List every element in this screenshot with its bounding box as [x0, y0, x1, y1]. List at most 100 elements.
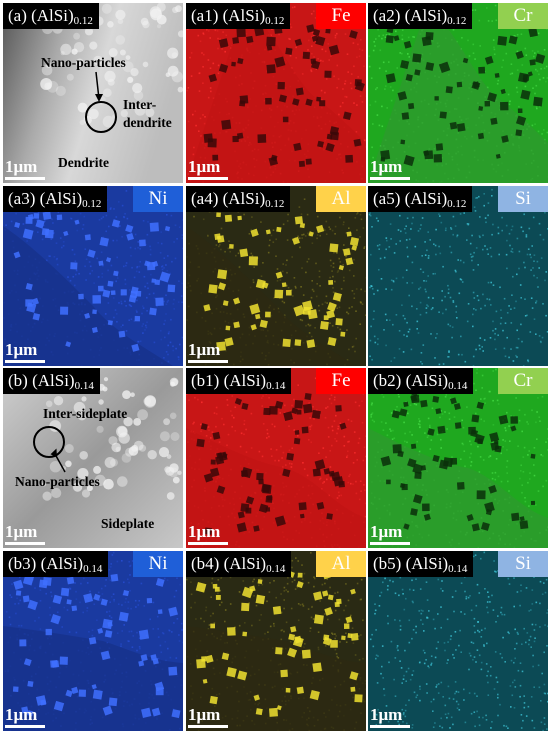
panel-a: (a) (AlSi)0.12 1μm Nano-particles Inter-den… — [3, 3, 183, 183]
panel-label-subscript: 0.12 — [265, 15, 285, 27]
panel-label: (b4) (AlSi)0.14 — [186, 551, 292, 577]
scale-bar-line — [370, 542, 410, 545]
micrograph-b — [3, 368, 183, 548]
panel-label-subscript: 0.14 — [266, 563, 286, 575]
scale-bar-label: 1μm — [370, 157, 403, 176]
annotation-nano-particles-a: Nano-particles — [41, 55, 126, 70]
scale-bar-line — [5, 177, 45, 180]
annotation-inter-a2: dendrite — [123, 115, 172, 130]
micrograph-a3 — [3, 186, 183, 366]
scale-bar-line — [370, 725, 410, 728]
scale-bar-line — [188, 177, 228, 180]
element-tag-fe: Fe — [316, 368, 366, 394]
panel-label: (b) (AlSi)0.14 — [3, 368, 100, 394]
scale-bar-label: 1μm — [5, 705, 38, 724]
panel-label-text: (b4) (AlSi) — [191, 554, 267, 573]
panel-label-subscript: 0.12 — [447, 15, 467, 27]
element-tag-al: Al — [316, 551, 366, 577]
scale-bar-label: 1μm — [370, 522, 403, 541]
scale-bar-label: 1μm — [370, 705, 403, 724]
panel-b: (b) (AlSi)0.14 1μm Inter-sideplate Nano-par… — [3, 368, 183, 548]
annotation-nano-particles-b: Nano-particles — [15, 474, 100, 489]
scale-bar: 1μm — [188, 341, 228, 363]
panel-b5: (b5) (AlSi)0.14 Si 1μm — [368, 551, 548, 731]
panel-label-text: (a4) (AlSi) — [191, 189, 266, 208]
panel-label-subscript: 0.12 — [447, 198, 467, 210]
panel-label: (a4) (AlSi)0.12 — [186, 186, 291, 212]
panel-label-subscript: 0.14 — [448, 563, 468, 575]
micrograph-b5 — [368, 551, 548, 731]
micrograph-b2 — [368, 368, 548, 548]
panel-label-subscript: 0.14 — [74, 380, 94, 392]
panel-b1: (b1) (AlSi)0.14 Fe 1μm — [186, 368, 366, 548]
scale-bar: 1μm — [370, 158, 410, 180]
panel-label-text: (a2) (AlSi) — [373, 6, 448, 25]
micrograph-a4 — [186, 186, 366, 366]
panel-b4: (b4) (AlSi)0.14 Al 1μm — [186, 551, 366, 731]
panel-label-text: (b2) (AlSi) — [373, 371, 449, 390]
panel-label: (a2) (AlSi)0.12 — [368, 3, 473, 29]
scale-bar-line — [5, 542, 45, 545]
panel-label: (b2) (AlSi)0.14 — [368, 368, 474, 394]
panel-label: (b3) (AlSi)0.14 — [3, 551, 109, 577]
scale-bar: 1μm — [5, 158, 45, 180]
micrograph-a5 — [368, 186, 548, 366]
element-tag-cr: Cr — [498, 368, 548, 394]
micrograph-b3 — [3, 551, 183, 731]
panel-label-text: (a5) (AlSi) — [373, 189, 448, 208]
panel-label: (a) (AlSi)0.12 — [3, 3, 99, 29]
panel-a3: (a3) (AlSi)0.12 Ni 1μm — [3, 186, 183, 366]
scale-bar: 1μm — [370, 523, 410, 545]
panel-a1: (a1) (AlSi)0.12 Fe 1μm — [186, 3, 366, 183]
panel-label-text: (b1) (AlSi) — [191, 371, 267, 390]
element-tag-si: Si — [498, 186, 548, 212]
arrow-icon — [95, 71, 103, 102]
circle-marker — [33, 426, 65, 458]
micrograph-a1 — [186, 3, 366, 183]
panel-label: (a1) (AlSi)0.12 — [186, 3, 291, 29]
annotation-sideplate: Sideplate — [101, 516, 155, 531]
element-tag-cr: Cr — [498, 3, 548, 29]
micrograph-a2 — [368, 3, 548, 183]
element-tag-fe: Fe — [316, 3, 366, 29]
panel-a4: (a4) (AlSi)0.12 Al 1μm — [186, 186, 366, 366]
panel-label: (a5) (AlSi)0.12 — [368, 186, 473, 212]
panel-label: (a3) (AlSi)0.12 — [3, 186, 108, 212]
panel-label-text: (a) (AlSi) — [8, 6, 74, 25]
scale-bar-label: 1μm — [5, 340, 38, 359]
element-tag-ni: Ni — [133, 186, 183, 212]
panel-label-subscript: 0.14 — [83, 563, 103, 575]
scale-bar: 1μm — [5, 706, 45, 728]
panel-label: (b5) (AlSi)0.14 — [368, 551, 474, 577]
arrow-icon — [50, 448, 66, 473]
panel-b3: (b3) (AlSi)0.14 Ni 1μm — [3, 551, 183, 731]
annotation-inter-a1: Inter- — [123, 97, 157, 112]
panel-label-text: (a1) (AlSi) — [191, 6, 266, 25]
scale-bar-label: 1μm — [188, 157, 221, 176]
panel-label-subscript: 0.12 — [82, 198, 102, 210]
element-tag-si: Si — [498, 551, 548, 577]
panel-label-text: (a3) (AlSi) — [8, 189, 83, 208]
panel-label-subscript: 0.12 — [265, 198, 285, 210]
panel-label-text: (b5) (AlSi) — [373, 554, 449, 573]
scale-bar-label: 1μm — [5, 157, 38, 176]
element-tag-ni: Ni — [133, 551, 183, 577]
panel-label-text: (b) (AlSi) — [8, 371, 75, 390]
panel-a2: (a2) (AlSi)0.12 Cr 1μm — [368, 3, 548, 183]
scale-bar: 1μm — [188, 706, 228, 728]
scale-bar-line — [5, 360, 45, 363]
micrograph-b4 — [186, 551, 366, 731]
scale-bar: 1μm — [370, 706, 410, 728]
scale-bar-line — [370, 177, 410, 180]
scale-bar-label: 1μm — [188, 705, 221, 724]
scale-bar-label: 1μm — [5, 522, 38, 541]
panel-label: (b1) (AlSi)0.14 — [186, 368, 292, 394]
micrograph-b1 — [186, 368, 366, 548]
annotation-inter-sideplate: Inter-sideplate — [43, 406, 128, 421]
scale-bar-label: 1μm — [188, 522, 221, 541]
element-tag-al: Al — [316, 186, 366, 212]
scale-bar: 1μm — [5, 523, 45, 545]
scale-bar: 1μm — [188, 158, 228, 180]
scale-bar-line — [188, 542, 228, 545]
